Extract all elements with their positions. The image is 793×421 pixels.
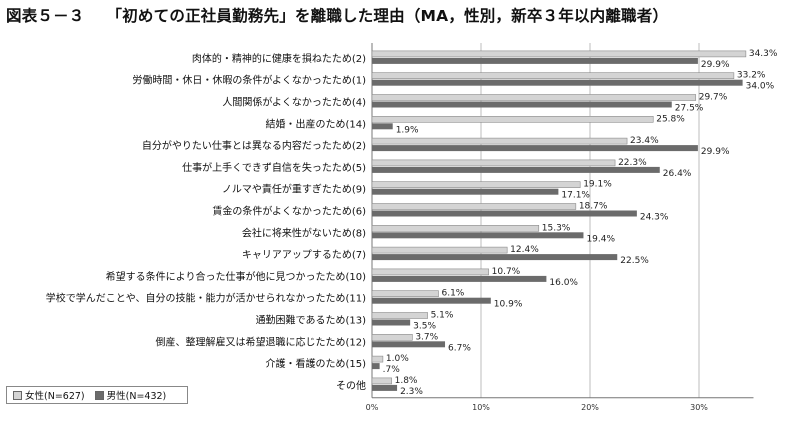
bar-female <box>371 116 654 123</box>
data-label-female: 10.7% <box>492 267 521 277</box>
legend-swatch-male <box>94 390 104 400</box>
x-tick-label: 0% <box>366 403 379 412</box>
category-label: 介護・看護のため(15) <box>265 357 366 370</box>
title-text: 「初めての正社員勤務先」を離職した理由（MA，性別，新卒３年以内離職者） <box>106 7 669 25</box>
bar-female <box>371 94 697 101</box>
category-label: 会社に将来性がないため(8) <box>242 226 366 239</box>
data-label-male: 29.9% <box>701 147 730 157</box>
category-label: 学校で学んだことや、自分の技能・能力が活かせられなかったため(11) <box>46 292 366 305</box>
data-label-male: 34.0% <box>746 82 775 92</box>
bar-female <box>371 355 384 363</box>
legend: 女性(N=627) 男性(N=432) <box>6 386 188 404</box>
data-label-male: 10.9% <box>494 300 523 310</box>
bar-female <box>371 203 577 210</box>
bar-female <box>371 137 628 145</box>
category-label: 労働時間・休日・休暇の条件がよくなかったため(1) <box>132 74 366 87</box>
data-label-female: 18.7% <box>579 202 608 212</box>
bar-male <box>372 384 398 391</box>
category-label: 賃金の条件がよくなかったため(6) <box>212 205 366 218</box>
category-label: 希望する条件により合った仕事が他に見つかったため(10) <box>106 270 366 283</box>
category-label: 人間関係がよくなかったため(4) <box>222 96 366 109</box>
bar-male <box>372 101 672 108</box>
bar-female <box>371 246 508 254</box>
x-tick-label: 20% <box>581 403 599 412</box>
legend-item-female: 女性(N=627) <box>13 388 85 402</box>
category-label: 仕事が上手くできず自信を失ったため(5) <box>182 161 366 174</box>
bar-male <box>372 123 393 130</box>
data-label-male: 26.4% <box>663 169 692 179</box>
data-label-female: 1.8% <box>395 376 418 386</box>
data-label-female: 15.3% <box>542 223 571 233</box>
bar-male <box>372 188 559 195</box>
data-label-female: 19.1% <box>583 180 612 190</box>
category-label: 肉体的・精神的に健康を損ねたため(2) <box>192 52 366 65</box>
bar-female <box>371 225 540 232</box>
data-label-female: 12.4% <box>510 245 539 255</box>
data-label-male: 1.9% <box>396 125 419 135</box>
bar-male <box>372 210 637 217</box>
bar-female <box>371 333 413 341</box>
data-label-male: 22.5% <box>620 256 649 266</box>
bar-female <box>371 290 439 298</box>
bar-male <box>372 341 446 348</box>
data-label-female: 34.3% <box>749 49 778 59</box>
category-label: 結婚・出産のため(14) <box>265 117 366 130</box>
x-tick-label: 10% <box>472 403 490 412</box>
bar-female <box>371 268 489 276</box>
data-label-male: 19.4% <box>586 234 615 244</box>
bar-male <box>372 232 584 239</box>
data-label-male: 24.3% <box>640 213 669 223</box>
data-label-female: 22.3% <box>618 158 647 168</box>
bar-male <box>372 275 547 282</box>
bar-male <box>372 166 660 173</box>
chart-title: 図表５－３ 「初めての正社員勤務先」を離職した理由（MA，性別，新卒３年以内離職者… <box>6 4 690 26</box>
bar-male <box>372 79 743 86</box>
bar-male <box>372 57 698 64</box>
bar-female <box>371 377 392 385</box>
x-tick-label: 30% <box>690 403 708 412</box>
data-label-female: 25.8% <box>656 114 685 124</box>
bar-female <box>371 312 428 319</box>
data-label-male: 17.1% <box>561 191 590 201</box>
category-label: ノルマや責任が重すぎたため(9) <box>222 183 366 196</box>
data-label-female: 1.0% <box>386 354 409 364</box>
legend-item-male: 男性(N=432) <box>94 388 167 402</box>
bar-male <box>372 297 491 304</box>
data-label-male: 27.5% <box>675 104 704 114</box>
legend-swatch-female <box>13 390 22 400</box>
data-label-male: 16.0% <box>549 278 578 288</box>
bar-male <box>372 363 380 370</box>
data-label-male: 6.7% <box>448 343 471 353</box>
legend-label-female: 女性(N=627) <box>25 391 85 402</box>
data-label-male: 2.3% <box>400 387 423 397</box>
data-label-male: .7% <box>383 365 401 375</box>
category-label: 通勤困難であるため(13) <box>256 314 367 327</box>
legend-label-male: 男性(N=432) <box>106 391 167 402</box>
data-label-male: 29.9% <box>701 60 730 70</box>
data-label-female: 33.2% <box>737 71 766 81</box>
bar-female <box>371 72 735 79</box>
data-label-male: 3.5% <box>413 322 436 332</box>
bar-female <box>371 181 581 188</box>
data-label-female: 6.1% <box>441 289 464 299</box>
figure-number: 図表５－３ <box>6 7 85 25</box>
bar-male <box>372 145 698 152</box>
bar-female <box>371 50 747 58</box>
category-label: 自分がやりたい仕事とは異なる内容だったため(2) <box>142 139 366 152</box>
data-label-female: 3.7% <box>415 332 438 342</box>
data-label-female: 29.7% <box>699 93 728 103</box>
data-label-female: 5.1% <box>431 311 454 321</box>
category-label: その他 <box>336 379 366 392</box>
bar-male <box>372 254 618 261</box>
bar-male <box>372 319 411 326</box>
category-label: 倒産、整理解雇又は希望退職に応じたため(12) <box>155 335 366 348</box>
category-label: キャリアアップするため(7) <box>242 249 366 261</box>
bar-female <box>371 159 616 167</box>
data-label-female: 23.4% <box>630 136 659 146</box>
